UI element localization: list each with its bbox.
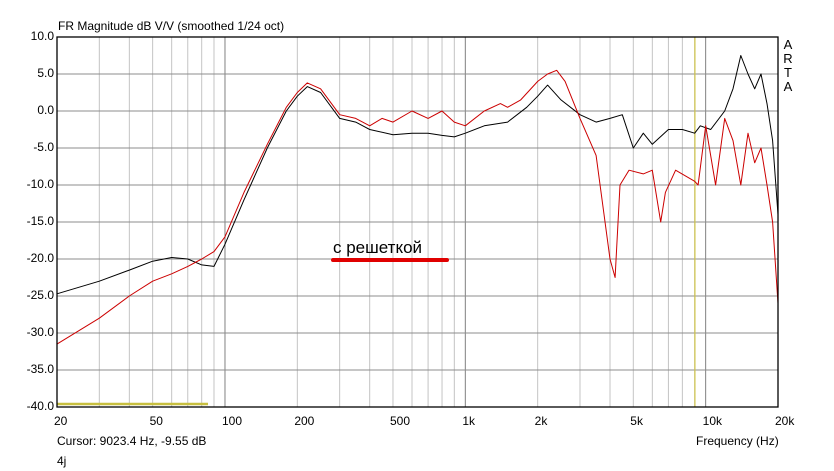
series-black-line [56, 55, 779, 295]
arta-watermark-letter: A [783, 37, 793, 52]
plot-frame [56, 36, 779, 408]
y-tick-label: -30.0 [26, 325, 54, 339]
y-tick-label: -5.0 [33, 140, 54, 154]
x-tick-label: 2k [534, 414, 548, 428]
x-tick-label: 50 [149, 414, 163, 428]
x-axis-label: Frequency (Hz) [696, 434, 779, 448]
annotation-text: с решеткой [333, 238, 423, 257]
y-tick-label: -40.0 [26, 399, 54, 413]
x-tick-label: 20k [775, 414, 795, 428]
x-tick-label: 20 [54, 414, 68, 428]
y-tick-label: -20.0 [26, 251, 54, 265]
y-tick-label: 5.0 [37, 66, 54, 80]
y-tick-label: -25.0 [26, 288, 54, 302]
y-tick-label: 0.0 [37, 103, 54, 117]
x-tick-label: 100 [221, 414, 243, 428]
cursor-readout: Cursor: 9023.4 Hz, -9.55 dB [57, 434, 207, 448]
x-tick-label: 1k [462, 414, 475, 428]
y-tick-label: -15.0 [26, 214, 54, 228]
x-tick-label: 10k [702, 414, 722, 428]
arta-watermark-letter: T [784, 65, 792, 80]
x-tick-label: 500 [389, 414, 410, 428]
x-tick-label: 5k [630, 414, 643, 428]
arta-watermark-letter: A [783, 79, 793, 94]
y-tick-label: 10.0 [30, 29, 54, 43]
arta-watermark-letter: R [783, 51, 793, 66]
footer-label: 4j [57, 454, 67, 468]
y-tick-label: -35.0 [26, 362, 54, 376]
y-tick-label: -10.0 [26, 177, 54, 191]
series-red-line [56, 69, 779, 345]
chart-title: FR Magnitude dB V/V (smoothed 1/24 oct) [58, 19, 285, 33]
x-tick-label: 200 [294, 414, 315, 428]
